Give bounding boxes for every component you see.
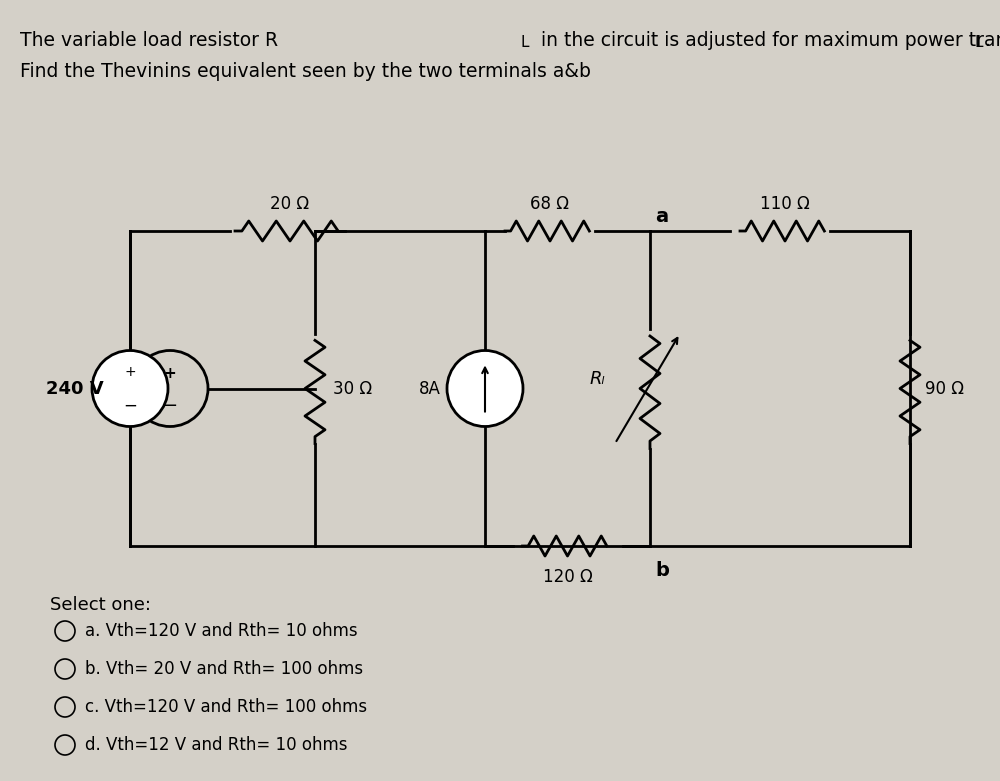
Text: +: +: [164, 366, 176, 381]
Text: 68 Ω: 68 Ω: [530, 195, 570, 213]
Text: a. Vth=120 V and Rth= 10 ohms: a. Vth=120 V and Rth= 10 ohms: [85, 622, 358, 640]
Circle shape: [447, 351, 523, 426]
Text: in the circuit is adjusted for maximum power transfer to the load R: in the circuit is adjusted for maximum p…: [535, 31, 1000, 50]
Text: Find the Thevinins equivalent seen by the two terminals a&b: Find the Thevinins equivalent seen by th…: [20, 62, 591, 81]
Text: 30 Ω: 30 Ω: [333, 380, 372, 398]
Text: Rₗ: Rₗ: [590, 369, 605, 387]
Text: b: b: [655, 561, 669, 580]
Text: 8A: 8A: [419, 380, 441, 398]
Text: 110 Ω: 110 Ω: [760, 195, 810, 213]
Text: .: .: [985, 31, 991, 50]
Text: −: −: [162, 397, 178, 415]
Text: a: a: [655, 207, 668, 226]
Text: L: L: [975, 35, 984, 50]
Text: +: +: [124, 365, 136, 379]
Text: 120 Ω: 120 Ω: [543, 568, 592, 586]
Text: 20 Ω: 20 Ω: [270, 195, 310, 213]
Text: 240 V: 240 V: [46, 380, 104, 398]
Text: d. Vth=12 V and Rth= 10 ohms: d. Vth=12 V and Rth= 10 ohms: [85, 736, 348, 754]
Circle shape: [92, 351, 168, 426]
Text: c. Vth=120 V and Rth= 100 ohms: c. Vth=120 V and Rth= 100 ohms: [85, 698, 367, 716]
Text: b. Vth= 20 V and Rth= 100 ohms: b. Vth= 20 V and Rth= 100 ohms: [85, 660, 363, 678]
Text: Select one:: Select one:: [50, 596, 151, 614]
Text: −: −: [123, 397, 137, 415]
Text: The variable load resistor R: The variable load resistor R: [20, 31, 278, 50]
Text: 90 Ω: 90 Ω: [925, 380, 964, 398]
Text: L: L: [520, 35, 528, 50]
